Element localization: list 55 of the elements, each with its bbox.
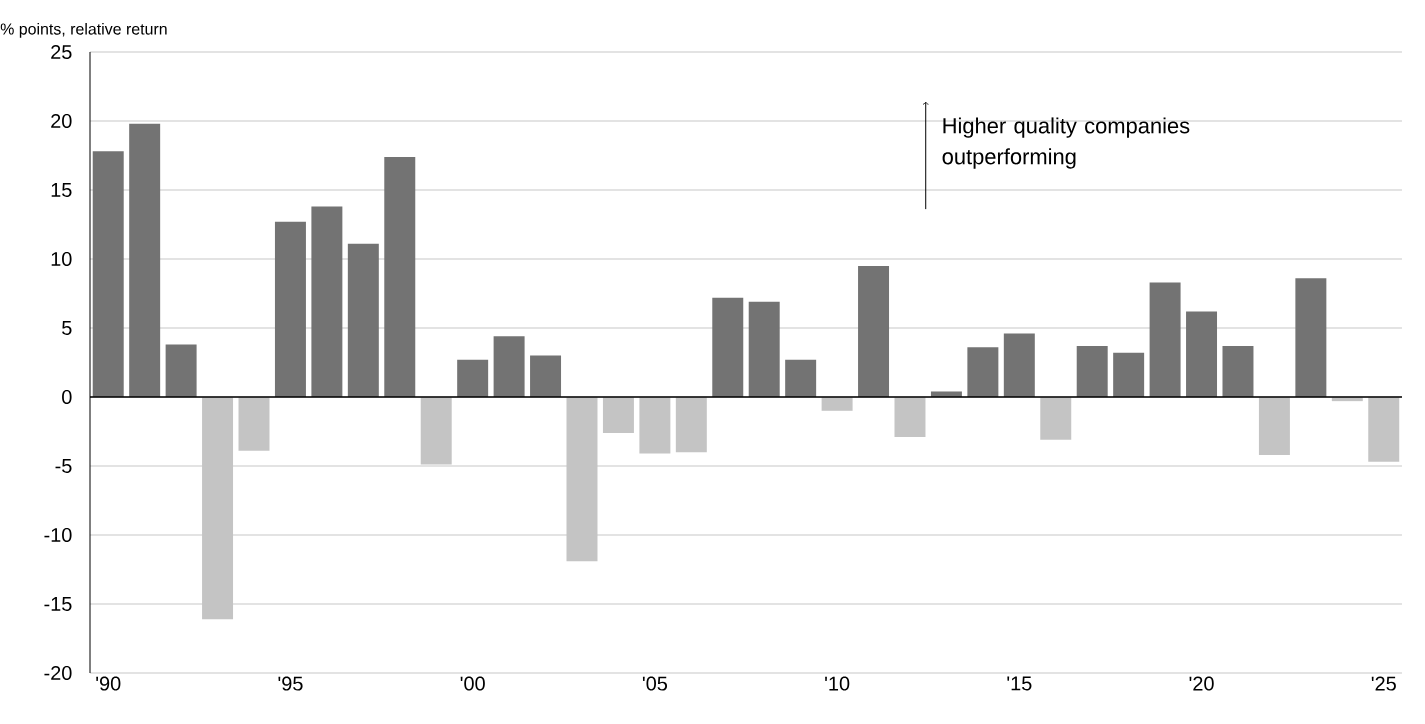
bar <box>712 297 744 397</box>
bar <box>675 397 707 453</box>
annotation: Higher quality companies outperforming <box>942 117 1190 169</box>
bar <box>566 397 598 562</box>
bar <box>1076 345 1108 397</box>
bar <box>930 391 962 397</box>
bar <box>165 344 197 397</box>
bar <box>129 123 161 397</box>
y-tick-label: 10 <box>51 251 72 267</box>
bar <box>894 397 926 438</box>
x-tick-label: '90 <box>96 676 121 691</box>
bar <box>1222 345 1254 397</box>
bar <box>858 265 890 397</box>
bar <box>202 397 234 620</box>
x-tick-label: '95 <box>278 676 303 691</box>
y-tick-label: -5 <box>55 459 72 473</box>
bar <box>347 243 379 397</box>
bar <box>274 221 306 397</box>
y-tick-label: 0 <box>62 389 72 405</box>
bar <box>92 151 124 397</box>
y-tick-label: 20 <box>51 113 72 129</box>
bar <box>821 397 853 411</box>
x-tick-label: '20 <box>1189 676 1214 691</box>
x-tick-label: '00 <box>460 676 485 691</box>
bar <box>785 359 817 397</box>
bar <box>967 347 999 397</box>
y-tick-label: -15 <box>44 597 72 611</box>
y-axis-title: % points, relative return <box>0 22 167 38</box>
y-tick-label: 5 <box>62 321 72 335</box>
bar <box>238 397 270 451</box>
bar <box>457 359 489 397</box>
x-tick-label: '25 <box>1371 676 1396 691</box>
x-tick-label: '05 <box>642 676 668 691</box>
bar <box>1113 352 1145 397</box>
bar <box>1003 333 1035 397</box>
x-tick-label: '15 <box>1007 676 1032 691</box>
bar <box>420 397 452 465</box>
bar <box>639 397 671 454</box>
bar <box>1295 278 1327 397</box>
bar <box>1258 397 1290 455</box>
bar <box>530 355 562 397</box>
bar <box>748 301 780 397</box>
y-tick-label: -10 <box>44 527 72 543</box>
bar <box>1040 397 1072 440</box>
bar <box>1149 282 1181 397</box>
x-tick-label: '10 <box>825 676 850 691</box>
y-tick-label: 15 <box>51 183 72 197</box>
bar <box>311 206 343 397</box>
bar <box>493 336 525 397</box>
bar <box>1368 397 1400 462</box>
bar <box>1186 311 1218 397</box>
y-tick-label: -20 <box>44 665 72 681</box>
y-tick-label: 25 <box>51 44 72 60</box>
bar <box>602 397 634 433</box>
bar <box>384 156 416 397</box>
